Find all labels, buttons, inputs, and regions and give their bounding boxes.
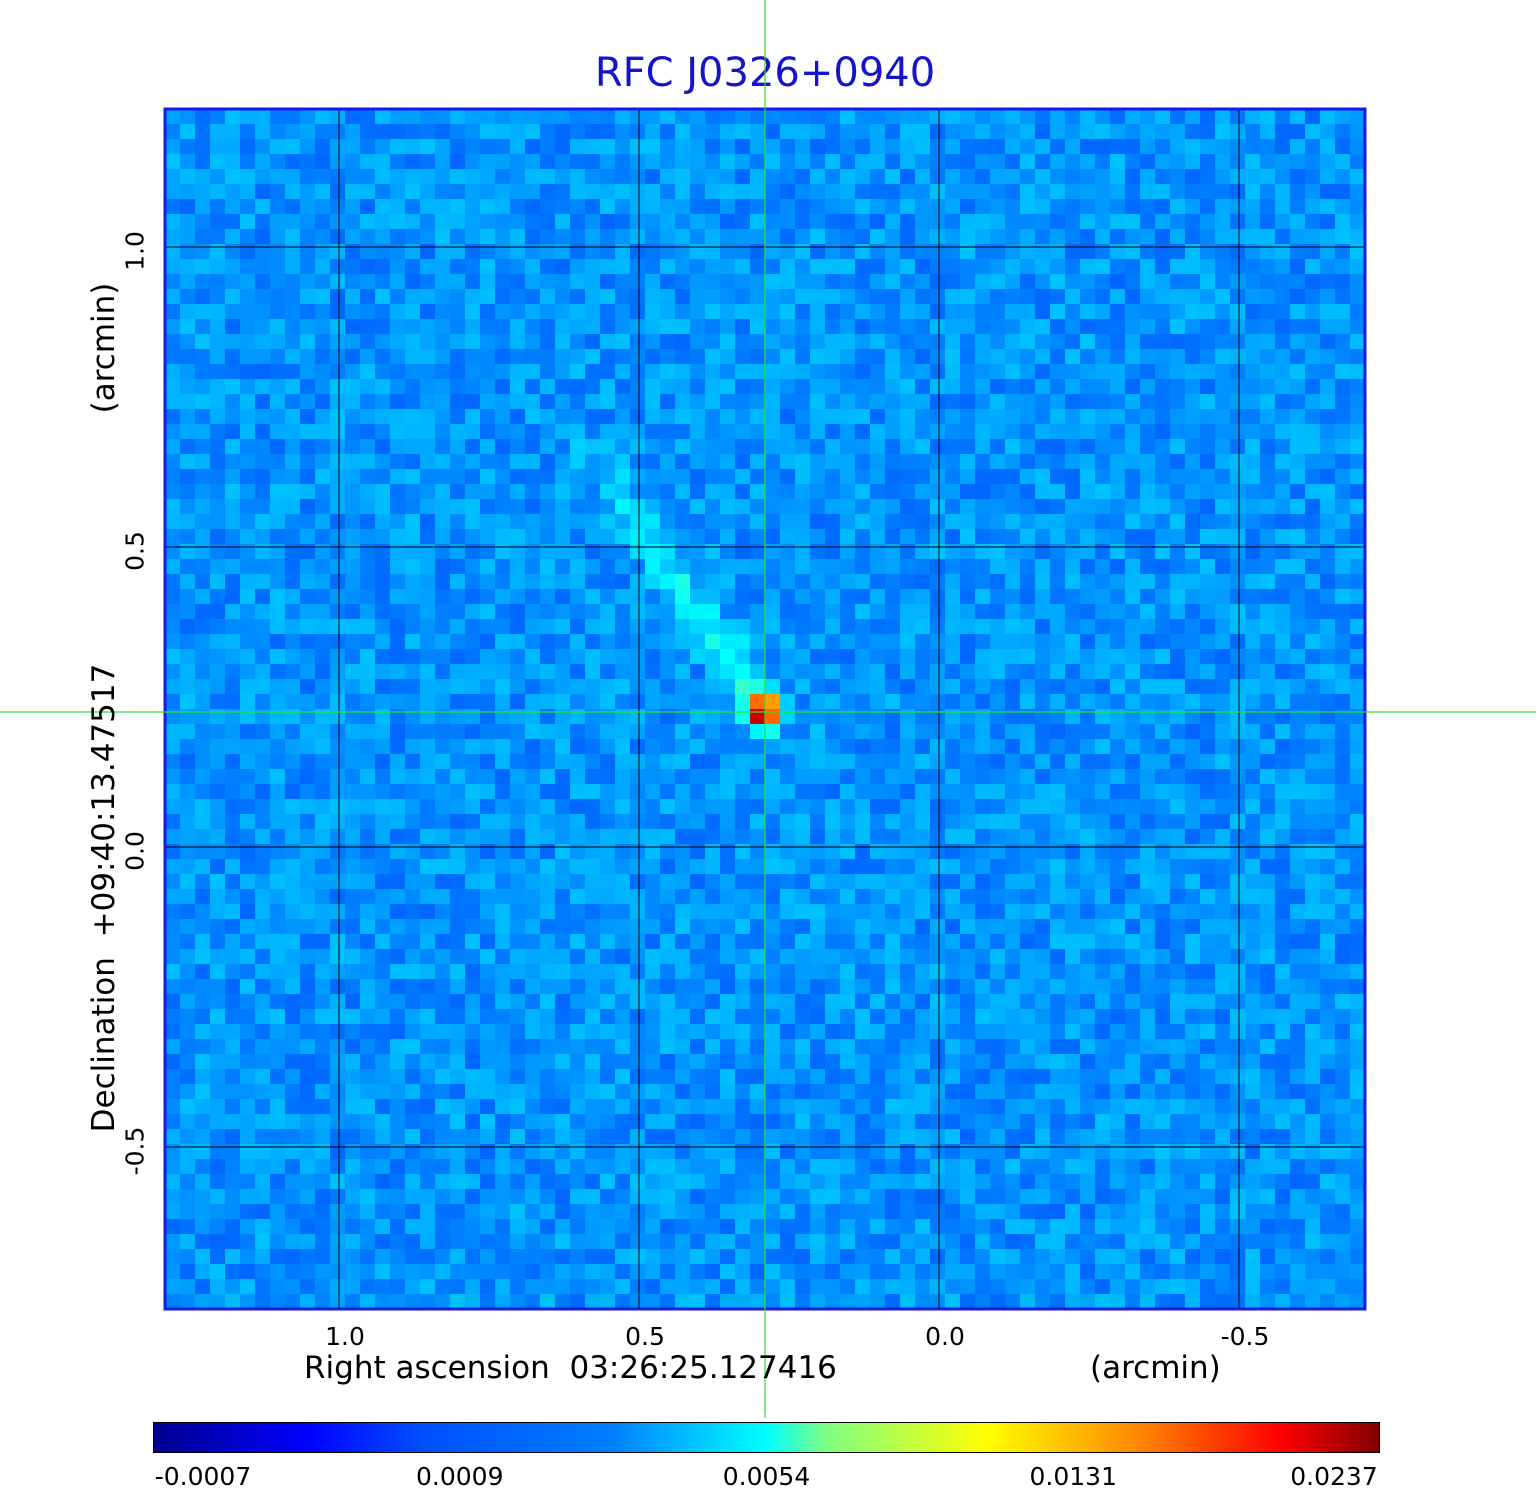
x-axis-unit: (arcmin) [1090, 1350, 1221, 1386]
y-axis-unit: (arcmin) [86, 282, 122, 414]
crosshair [0, 0, 1536, 1418]
image-pixels [165, 109, 1366, 1310]
colorbar-tick-label: -0.0007 [154, 1462, 252, 1491]
y-tick-label: 0.0 [120, 831, 150, 871]
x-tick-label: 1.0 [325, 1322, 365, 1351]
y-tick-label: 1.0 [120, 231, 150, 271]
colorbar-tick-label: 0.0009 [416, 1462, 504, 1491]
x-axis-label: Right ascension 03:26:25.127416 [304, 1350, 837, 1386]
y-tick-label: 0.5 [120, 531, 150, 571]
colorbar-tick-label: 0.0131 [1029, 1462, 1117, 1491]
y-tick-label: -0.5 [120, 1126, 150, 1176]
x-tick-label: -0.5 [1220, 1322, 1270, 1351]
colorbar-tick-label: 0.0237 [1290, 1462, 1378, 1491]
y-axis-label: Declination +09:40:13.47517 [86, 663, 122, 1133]
colorbar [153, 1422, 1380, 1453]
x-tick-label: 0.5 [625, 1322, 665, 1351]
colorbar-tick-label: 0.0054 [722, 1462, 811, 1491]
x-tick-label: 0.0 [925, 1322, 965, 1351]
